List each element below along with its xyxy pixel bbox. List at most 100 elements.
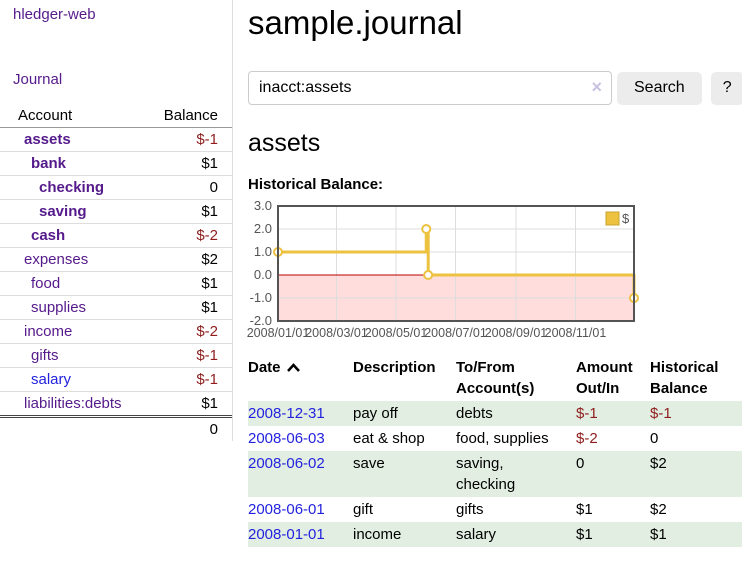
account-link-income[interactable]: income [24,323,72,340]
page-title: sample.journal [248,4,742,42]
account-balance: 0 [148,176,233,200]
account-balance: $1 [148,296,233,320]
account-link-supplies[interactable]: supplies [31,299,86,316]
account-row: assets $-1 [0,128,233,152]
account-link-checking[interactable]: checking [39,179,104,196]
date-column-header: Date [248,355,345,401]
app-layout: hledger-web Journal Account Balance asse… [0,0,742,547]
svg-text:2008/03/01: 2008/03/01 [305,326,368,340]
transaction-date-link[interactable]: 2008-01-01 [248,526,325,543]
account-link-salary[interactable]: salary [31,371,71,388]
transaction-description: pay off [345,401,448,426]
description-column-header: Description [345,355,448,401]
account-balance: $-1 [148,128,233,152]
transaction-accounts: salary [448,522,568,547]
svg-text:3.0: 3.0 [254,198,272,213]
svg-text:2.0: 2.0 [254,221,272,236]
account-total-row: 0 [0,417,233,442]
historical-balance-chart: $3.02.01.00.0-1.0-2.02008/01/012008/03/0… [248,199,648,341]
account-heading: assets [248,129,742,158]
clear-search-icon[interactable]: × [591,77,602,98]
account-row: gifts $-1 [0,344,233,368]
svg-text:-1.0: -1.0 [250,290,272,305]
account-balance: $-2 [148,320,233,344]
account-link-food[interactable]: food [31,275,60,292]
transaction-description: save [345,451,448,497]
account-link-bank[interactable]: bank [31,155,66,172]
account-link-expenses[interactable]: expenses [24,251,88,268]
chart-title: Historical Balance: [248,176,742,193]
amount-column-header: Amount Out/In [568,355,642,401]
account-balance: $-1 [148,368,233,392]
account-row: income $-2 [0,320,233,344]
transaction-amount: $-2 [568,426,642,451]
account-link-assets[interactable]: assets [24,131,71,148]
transaction-accounts: gifts [448,497,568,522]
app-title: hledger-web [13,6,233,23]
transaction-balance: $1 [642,522,742,547]
sidebar: hledger-web Journal Account Balance asse… [0,0,233,547]
svg-text:0.0: 0.0 [254,267,272,282]
account-balance: $1 [148,392,233,417]
balance-column-header: Balance [148,104,233,128]
main-content: sample.journal × Search ? assets Histori… [233,0,742,547]
account-row: salary $-1 [0,368,233,392]
svg-text:2008/01/01: 2008/01/01 [247,326,310,340]
transaction-amount: $1 [568,497,642,522]
transaction-balance: $-1 [642,401,742,426]
balance-column-header: Historical Balance [642,355,742,401]
account-balance: $-2 [148,224,233,248]
svg-text:2008/09/01: 2008/09/01 [485,326,548,340]
transaction-description: eat & shop [345,426,448,451]
account-tree-header-row: Account Balance [0,104,233,128]
account-link-cash[interactable]: cash [31,227,65,244]
account-balance: $2 [148,248,233,272]
account-balance: $1 [148,272,233,296]
register-header-row: Date Description To/From Account(s) Amou… [248,355,742,401]
transaction-accounts: saving, checking [448,451,568,497]
account-balance: $1 [148,152,233,176]
register-table: Date Description To/From Account(s) Amou… [248,355,742,547]
account-row: supplies $1 [0,296,233,320]
account-link-saving[interactable]: saving [39,203,87,220]
app-title-link[interactable]: hledger-web [13,6,96,23]
transaction-description: income [345,522,448,547]
svg-text:2008/11/01: 2008/11/01 [545,326,607,340]
transaction-amount: $-1 [568,401,642,426]
svg-text:1.0: 1.0 [254,244,272,259]
transaction-row: 2008-01-01 income salary $1 $1 [248,522,742,547]
transaction-accounts: debts [448,401,568,426]
account-link-gifts[interactable]: gifts [31,347,59,364]
legend-swatch [606,212,619,225]
svg-text:2008/05/01: 2008/05/01 [365,326,428,340]
transaction-accounts: food, supplies [448,426,568,451]
account-link-liabilities-debts[interactable]: liabilities:debts [24,395,122,412]
transaction-balance: 0 [642,426,742,451]
sidebar-item-journal[interactable]: Journal [13,71,233,88]
transaction-row: 2008-06-03 eat & shop food, supplies $-2… [248,426,742,451]
sort-ascending-icon [286,359,301,376]
transaction-date-link[interactable]: 2008-12-31 [248,405,325,422]
account-row: checking 0 [0,176,233,200]
help-button[interactable]: ? [711,72,742,105]
search-input[interactable] [248,71,612,105]
transaction-date-link[interactable]: 2008-06-02 [248,455,325,472]
svg-text:2008/07/01: 2008/07/01 [424,326,487,340]
account-row: saving $1 [0,200,233,224]
transaction-description: gift [345,497,448,522]
transaction-amount: $1 [568,522,642,547]
search-form: × Search ? [248,71,742,105]
account-tree-table: Account Balance assets $-1 bank $1 check… [0,104,233,441]
legend-label: $ [622,211,630,226]
account-total-balance: 0 [148,417,233,442]
transaction-balance: $2 [642,451,742,497]
transaction-date-link[interactable]: 2008-06-01 [248,501,325,518]
transaction-amount: 0 [568,451,642,497]
transaction-row: 2008-12-31 pay off debts $-1 $-1 [248,401,742,426]
accounts-column-header: To/From Account(s) [448,355,568,401]
transaction-date-link[interactable]: 2008-06-03 [248,430,325,447]
search-button[interactable]: Search [617,72,702,105]
transaction-balance: $2 [642,497,742,522]
transaction-row: 2008-06-02 save saving, checking 0 $2 [248,451,742,497]
account-row: expenses $2 [0,248,233,272]
